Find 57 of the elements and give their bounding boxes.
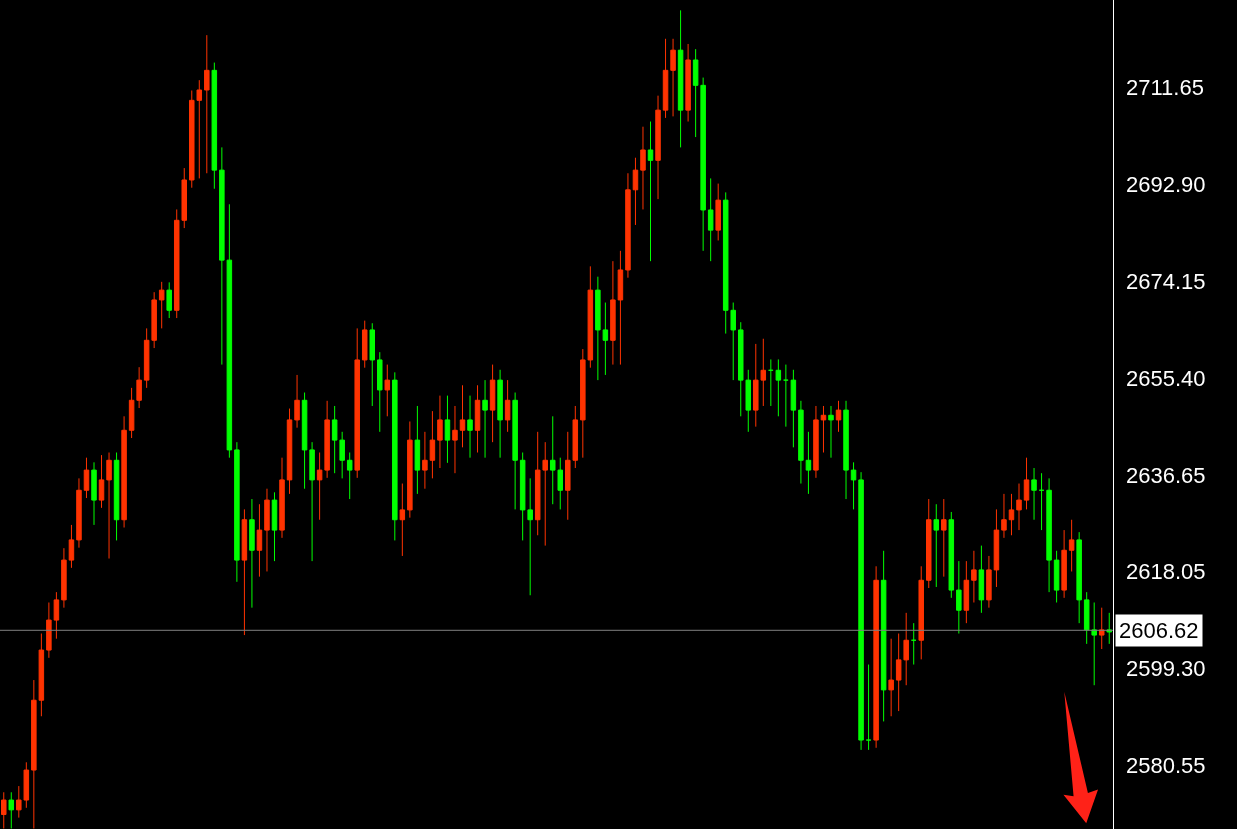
candlestick [294,374,300,429]
candlestick [640,126,646,210]
candlestick [670,38,676,117]
candlestick [8,791,15,829]
candlestick [1068,519,1075,572]
candlestick [346,452,353,500]
candlestick [1008,493,1015,536]
candlestick [444,395,451,464]
candlestick [971,550,977,603]
candlestick [1001,493,1007,539]
y-tick-label: 2636.65 [1126,462,1206,488]
candlestick [888,638,894,717]
candlestick [158,281,165,329]
y-tick-label: 2692.90 [1126,171,1206,197]
y-tick-label: 2674.15 [1126,268,1206,294]
candlestick [482,379,488,459]
y-tick-label: 2599.30 [1126,655,1206,681]
candlestick [941,498,947,578]
candlestick [83,457,90,499]
candlestick [204,34,210,174]
candlestick [865,664,872,751]
ref-line-label: 2606.62 [1119,618,1199,643]
candlestick [647,121,654,262]
candlestick [422,431,428,490]
candlestick [429,410,436,479]
candlestick [1016,483,1022,531]
candlestick [632,157,639,226]
candlestick [452,405,458,474]
candlestick [1023,457,1030,510]
candlestick [166,281,172,319]
candlestick [956,560,962,635]
candlestick [53,591,60,640]
candlestick [384,364,391,417]
candlestick [1,791,7,829]
candlestick [399,483,406,557]
candlestick [1031,467,1037,521]
candlestick [504,379,511,433]
candlestick [707,177,714,262]
y-tick-label: 2711.65 [1126,74,1204,100]
candlestick [933,503,940,588]
candlestick [467,395,473,459]
candlestick [459,384,466,448]
candlestick [68,524,75,569]
candlestick [437,395,443,469]
candlestick [850,461,857,510]
y-tick-label: 2655.40 [1126,365,1206,391]
candlestick [1098,607,1105,650]
candlestick [775,358,782,417]
candlestick [835,400,842,433]
candlestick [805,431,812,495]
y-tick-label: 2580.55 [1126,752,1206,778]
candlestick [98,454,105,509]
candlestick [828,405,834,459]
candlestick [256,503,263,578]
candlestick [820,405,827,454]
y-tick-label: 2618.05 [1126,558,1206,584]
candlestick [106,452,112,560]
